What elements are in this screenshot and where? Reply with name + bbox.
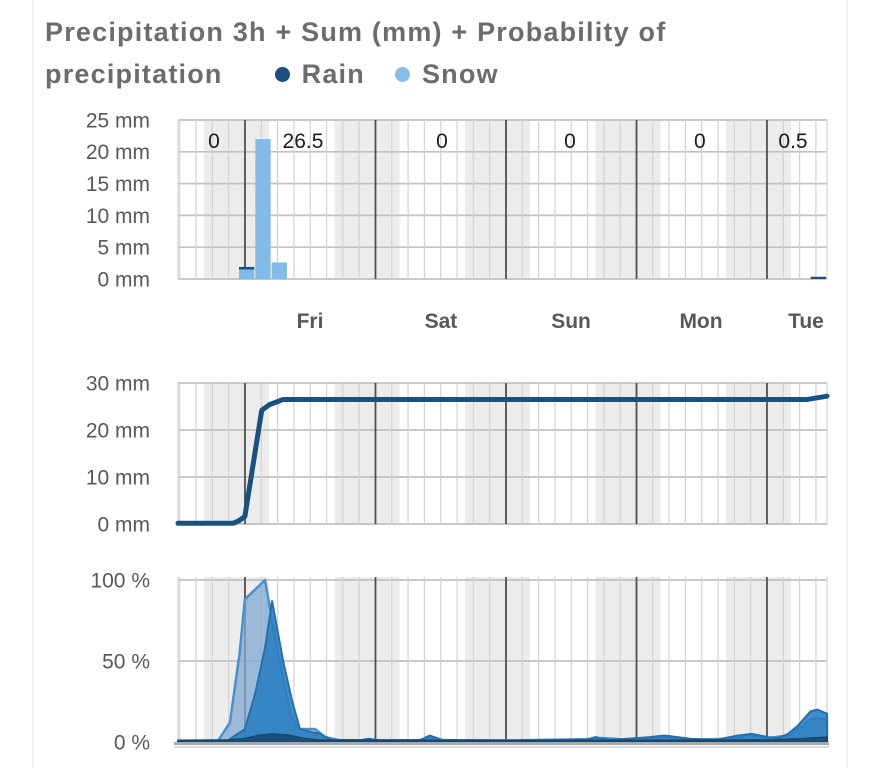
- y-tick-label: 50 %: [102, 650, 150, 673]
- y-tick-label: 10 mm: [86, 466, 150, 489]
- night-band: [204, 383, 269, 525]
- day-sum-label: 0: [564, 130, 576, 153]
- day-label: Sat: [425, 310, 458, 333]
- night-band: [334, 577, 400, 743]
- y-tick-label: 30 mm: [86, 372, 150, 395]
- precip-3h-bars-group: 25 mm 20 mm 15 mm 10 mm 5 mm 0 mm 0 26.5 0 0 0 0.5 F…: [86, 109, 828, 333]
- day-sum-label: 0: [208, 130, 220, 153]
- legend-rain-label: Rain: [301, 59, 365, 89]
- y-tick-label: 20 mm: [86, 419, 150, 442]
- y-tick-label: 5 mm: [98, 237, 151, 260]
- snow-bar: [271, 262, 287, 279]
- legend: Rain Snow: [274, 54, 499, 94]
- snow-bar: [239, 269, 255, 279]
- precip-probability-group: 100 % 50 % 0 %: [90, 569, 829, 754]
- night-band: [465, 577, 531, 743]
- rain-bar: [810, 276, 827, 279]
- day-sum-label: 26.5: [283, 130, 324, 153]
- chart-title-block: Precipitation 3h + Sum (mm) + Probabilit…: [45, 12, 666, 94]
- day-sum-label: 0.5: [778, 130, 807, 153]
- night-band: [465, 120, 531, 280]
- precip-cumulative-sum-group: 30 mm 20 mm 10 mm 0 mm: [86, 372, 830, 536]
- y-tick-label: 0 %: [114, 731, 150, 754]
- night-band: [595, 577, 661, 743]
- chart-title-line2: precipitation: [45, 59, 223, 89]
- panel-left-border: [32, 0, 34, 768]
- rain-dot-icon: [274, 66, 290, 82]
- night-band: [465, 383, 531, 525]
- night-band: [334, 120, 400, 280]
- night-band: [726, 120, 791, 280]
- day-label: Fri: [297, 310, 324, 333]
- night-band: [595, 383, 661, 525]
- legend-item-rain: Rain: [274, 54, 365, 94]
- day-label: Mon: [679, 310, 722, 333]
- day-label: Sun: [551, 310, 591, 333]
- precipitation-sum-line: [175, 393, 830, 526]
- y-tick-label: 25 mm: [86, 109, 150, 132]
- y-tick-label: 10 mm: [86, 205, 150, 228]
- panel-right-border: [846, 0, 848, 768]
- night-band: [726, 577, 791, 743]
- day-label: Tue: [788, 310, 824, 333]
- y-tick-label: 0 mm: [98, 268, 151, 291]
- legend-snow-label: Snow: [421, 59, 499, 89]
- rain-probability-area: [177, 733, 828, 743]
- day-sum-label: 0: [694, 130, 706, 153]
- rain-bar: [239, 266, 255, 270]
- snow-bar: [255, 139, 271, 279]
- y-tick-label: 100 %: [90, 569, 150, 592]
- night-band: [726, 383, 791, 525]
- y-tick-label: 15 mm: [86, 173, 150, 196]
- y-tick-label: 0 mm: [98, 513, 151, 536]
- y-tick-label: 20 mm: [86, 141, 150, 164]
- legend-item-snow: Snow: [394, 54, 499, 94]
- day-sum-label: 0: [436, 130, 448, 153]
- night-band: [595, 120, 661, 280]
- snow-dot-icon: [394, 66, 410, 82]
- chart-title-line1: Precipitation 3h + Sum (mm) + Probabilit…: [45, 17, 667, 47]
- night-band: [334, 383, 400, 525]
